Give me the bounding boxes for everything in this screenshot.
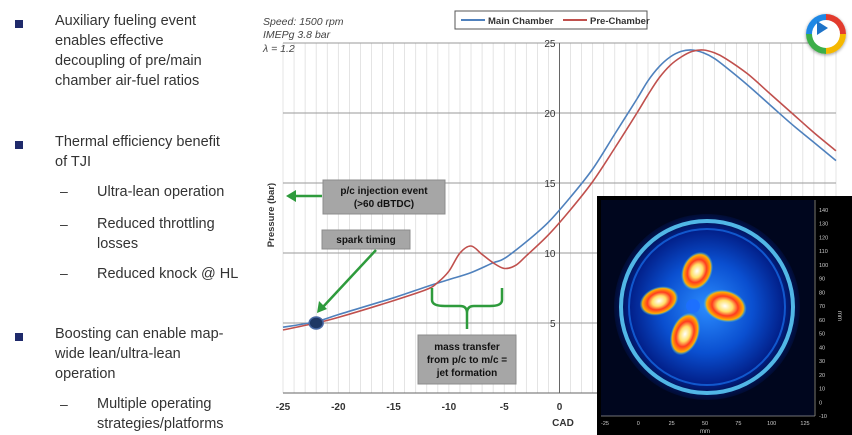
sub-bullet-text: Reduced knock @ HL bbox=[97, 266, 239, 282]
bullet-square-icon bbox=[15, 20, 23, 28]
bullet-list: Auxiliary fueling event enables effective… bbox=[0, 0, 255, 435]
y-tick-label: 15 bbox=[544, 179, 556, 190]
inset-right-tick: 80 bbox=[819, 290, 825, 296]
legend-pre-chamber: Pre-Chamber bbox=[590, 16, 650, 27]
inset-right-tick: 140 bbox=[819, 208, 828, 214]
sub-bullet-dash: – bbox=[60, 396, 68, 412]
annotation-spark-timing: spark timing bbox=[308, 229, 411, 330]
brace-icon bbox=[430, 288, 504, 329]
annotation-pc-injection-line1: p/c injection event bbox=[340, 186, 428, 197]
chamber-ring bbox=[619, 219, 795, 395]
pre-chamber-series-line bbox=[282, 49, 837, 331]
x-tick-label: 0 bbox=[557, 402, 563, 413]
legend-main-chamber: Main Chamber bbox=[488, 16, 554, 27]
annotation-mass-transfer-line3: jet formation bbox=[436, 368, 498, 379]
inset-right-tick: 90 bbox=[819, 277, 825, 283]
inset-bottom-tick: 100 bbox=[767, 421, 776, 427]
condition-imep: IMEPg 3.8 bar bbox=[263, 29, 331, 41]
inset-right-tick: 20 bbox=[819, 373, 825, 379]
bullet-text: Auxiliary fueling event enables effective… bbox=[55, 13, 202, 89]
inset-bottom-tick: 50 bbox=[702, 421, 708, 427]
annotation-pc-injection-line2: (>60 dBTDC) bbox=[354, 199, 414, 210]
y-axis-label: Pressure (bar) bbox=[266, 183, 277, 247]
flame-jets bbox=[639, 251, 747, 356]
x-tick-label: -25 bbox=[276, 402, 291, 413]
arrow-head-icon bbox=[286, 190, 296, 202]
y-tick-label: 25 bbox=[544, 39, 556, 50]
sub-bullet-dash: – bbox=[60, 216, 68, 232]
y-tick-label: 20 bbox=[544, 109, 556, 120]
x-axis-label: CAD bbox=[552, 418, 574, 429]
inset-right-tick: 70 bbox=[819, 304, 825, 310]
inset-bottom-unit: mm bbox=[700, 429, 710, 435]
inset-right-unit: mm bbox=[836, 311, 842, 321]
inset-right-tick: 60 bbox=[819, 318, 825, 324]
play-video-icon[interactable] bbox=[806, 14, 846, 54]
inset-right-tick: -10 bbox=[819, 414, 827, 420]
inset-right-tick: 100 bbox=[819, 263, 828, 269]
sub-bullet-text: Reduced throttling losses bbox=[97, 216, 215, 252]
sub-bullet-dash: – bbox=[60, 183, 68, 199]
inset-bottom-tick: 0 bbox=[637, 421, 640, 427]
inset-right-tick: 120 bbox=[819, 235, 828, 241]
inset-bottom-tick: 75 bbox=[735, 421, 741, 427]
inset-right-tick: 130 bbox=[819, 222, 828, 228]
y-tick-label: 5 bbox=[550, 319, 556, 330]
inset-right-tick: 50 bbox=[819, 332, 825, 338]
inset-right-tick: 30 bbox=[819, 359, 825, 365]
sub-bullet-text: Ultra-lean operation bbox=[97, 184, 225, 200]
sub-bullet-text: Multiple operating strategies/platforms bbox=[97, 396, 224, 432]
inset-right-tick: 110 bbox=[819, 249, 828, 255]
play-triangle-icon bbox=[817, 21, 828, 35]
x-tick-label: -5 bbox=[500, 402, 509, 413]
inset-bottom-ticks: -25 0 25 50 75 100 125 bbox=[601, 421, 810, 427]
x-tick-label: -10 bbox=[442, 402, 457, 413]
arrow-line bbox=[321, 249, 377, 309]
inset-bottom-tick: 125 bbox=[800, 421, 809, 427]
x-tick-label: -20 bbox=[331, 402, 346, 413]
annotation-mass-transfer-line2: from p/c to m/c = bbox=[427, 355, 507, 366]
inset-right-tick: 10 bbox=[819, 387, 825, 393]
condition-lambda: λ = 1.2 bbox=[262, 43, 295, 55]
condition-speed: Speed: 1500 rpm bbox=[263, 16, 344, 28]
x-tick-label: -15 bbox=[386, 402, 401, 413]
annotation-spark-timing-text: spark timing bbox=[336, 235, 395, 246]
sub-bullet-dash: – bbox=[60, 265, 68, 281]
inset-right-tick: 0 bbox=[819, 400, 822, 406]
y-tick-label: 10 bbox=[544, 249, 556, 260]
chart-series bbox=[282, 49, 837, 331]
annotation-mass-transfer-line1: mass transfer bbox=[434, 342, 500, 353]
annotation-pc-injection: p/c injection event (>60 dBTDC) bbox=[286, 179, 446, 215]
bullet-text: Thermal efficiency benefit of TJI bbox=[55, 134, 220, 170]
chart-legend: Main Chamber Pre-Chamber bbox=[454, 10, 650, 30]
arrow-head-icon bbox=[317, 301, 327, 313]
inset-bottom-tick: -25 bbox=[601, 421, 609, 427]
annotation-mass-transfer: mass transfer from p/c to m/c = jet form… bbox=[417, 288, 517, 385]
spark-timing-marker bbox=[308, 316, 324, 330]
bullet-square-icon bbox=[15, 333, 23, 341]
inset-right-tick: 40 bbox=[819, 345, 825, 351]
inset-bottom-tick: 25 bbox=[669, 421, 675, 427]
bullet-text: Boosting can enable map-wide lean/ultra-… bbox=[55, 326, 224, 382]
bullet-square-icon bbox=[15, 141, 23, 149]
